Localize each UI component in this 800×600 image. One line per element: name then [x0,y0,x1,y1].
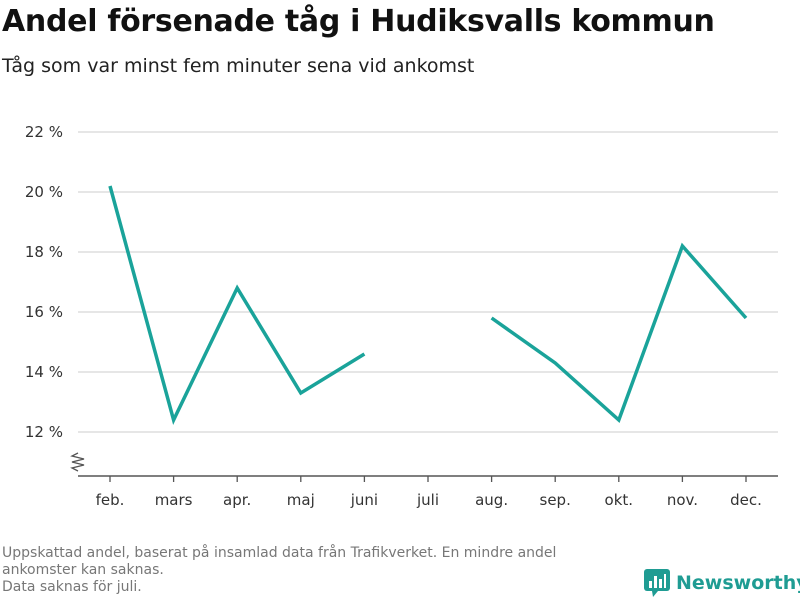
series-line [490,242,748,424]
footnote-line: ankomster kan saknas. [2,562,164,578]
line-chart: 12 % 14 % 16 % 18 % 20 % 22 % feb. mars apr. maj j… [25,123,778,509]
y-tick-label: 16 % [25,303,63,321]
brand-logo: Newsworthy [644,569,800,597]
brand-name: Newsworthy [676,572,800,594]
chart-title: Andel försenade tåg i Hudiksvalls kommun [2,4,715,39]
x-tick-label: okt. [605,491,634,509]
x-tick-label: maj [287,491,315,509]
footnote-line: Data saknas för juli. [2,579,142,595]
x-tick-label: nov. [667,491,698,509]
y-tick-label: 20 % [25,183,63,201]
x-tick-label: juni [350,491,378,509]
y-tick-label: 14 % [25,363,63,381]
x-tick-label: feb. [96,491,125,509]
chart-subtitle: Tåg som var minst fem minuter sena vid a… [2,55,475,77]
series-line [108,185,366,425]
x-tick-label: juli [416,491,439,509]
x-tick-label: aug. [475,491,508,509]
footnote: Uppskattad andel, baserat på insamlad da… [2,545,642,596]
footnote-line: Uppskattad andel, baserat på insamlad da… [2,545,557,561]
x-tick-label: apr. [223,491,251,509]
x-tick-label: sep. [540,491,571,509]
bar-chart-logo-icon [644,569,670,597]
y-tick-label: 12 % [25,423,63,441]
axis-break-icon [70,452,85,472]
y-tick-label: 22 % [25,123,63,141]
x-tick-label: mars [155,491,193,509]
y-tick-label: 18 % [25,243,63,261]
x-tick-label: dec. [730,491,762,509]
